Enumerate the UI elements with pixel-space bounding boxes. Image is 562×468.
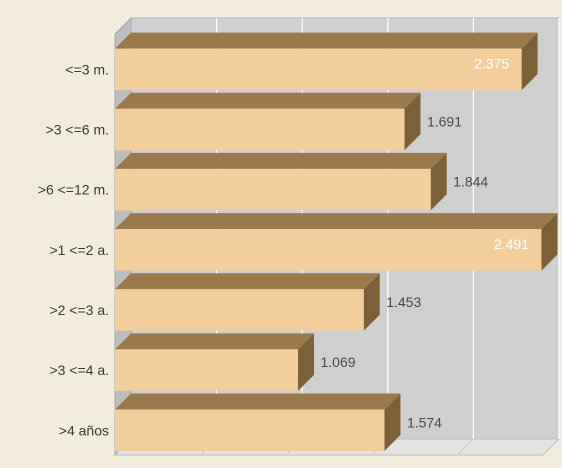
- category-label: >4 años: [59, 422, 109, 438]
- data-label: 2.491: [494, 236, 529, 252]
- bar-side: [298, 333, 315, 391]
- category-label: >2 <=3 a.: [49, 302, 109, 318]
- bar-side: [363, 273, 380, 331]
- bar-top: [115, 32, 538, 49]
- bar-side: [404, 92, 421, 151]
- data-label: 2.375: [474, 55, 509, 71]
- bar-top: [115, 393, 401, 410]
- bar-front: [115, 48, 522, 91]
- bar: [115, 92, 421, 151]
- bar: [115, 393, 401, 451]
- bar-front: [115, 108, 405, 151]
- bar-front: [115, 409, 385, 451]
- bar: [115, 152, 447, 211]
- chart-bars: [115, 32, 558, 451]
- bar-top: [115, 92, 421, 109]
- category-label: >6 <=12 m.: [38, 182, 109, 198]
- chart-labels: >4 años 1.574 >3 <=4 a. 1.069 >2 <=3 a. 1.453…: [38, 55, 529, 438]
- bar-front: [115, 229, 542, 271]
- data-label: 1.069: [320, 354, 355, 370]
- bar-front: [115, 289, 364, 331]
- category-label: >3 <=6 m.: [46, 122, 109, 138]
- data-label: 1.844: [453, 174, 488, 190]
- data-label: 1.453: [386, 294, 421, 310]
- bar-side: [430, 152, 447, 211]
- bar-front: [115, 349, 299, 391]
- category-label: >1 <=2 a.: [49, 242, 109, 258]
- bar-side: [384, 393, 401, 451]
- floor-gridline: [542, 438, 560, 456]
- category-label: <=3 m.: [65, 61, 109, 77]
- bar-side: [541, 213, 558, 271]
- bar-top: [115, 213, 558, 230]
- bar: [115, 32, 538, 91]
- bar: [115, 333, 315, 391]
- data-label: 1.574: [407, 414, 442, 430]
- bar-top: [115, 273, 380, 290]
- bar-top: [115, 152, 447, 169]
- category-label: >3 <=4 a.: [49, 362, 109, 378]
- bar-side: [521, 32, 538, 91]
- bar: [115, 273, 380, 331]
- data-label: 1.691: [427, 114, 462, 130]
- bar-top: [115, 333, 315, 350]
- bar: [115, 213, 558, 271]
- bar-front: [115, 168, 431, 211]
- floor-gridline: [457, 438, 474, 456]
